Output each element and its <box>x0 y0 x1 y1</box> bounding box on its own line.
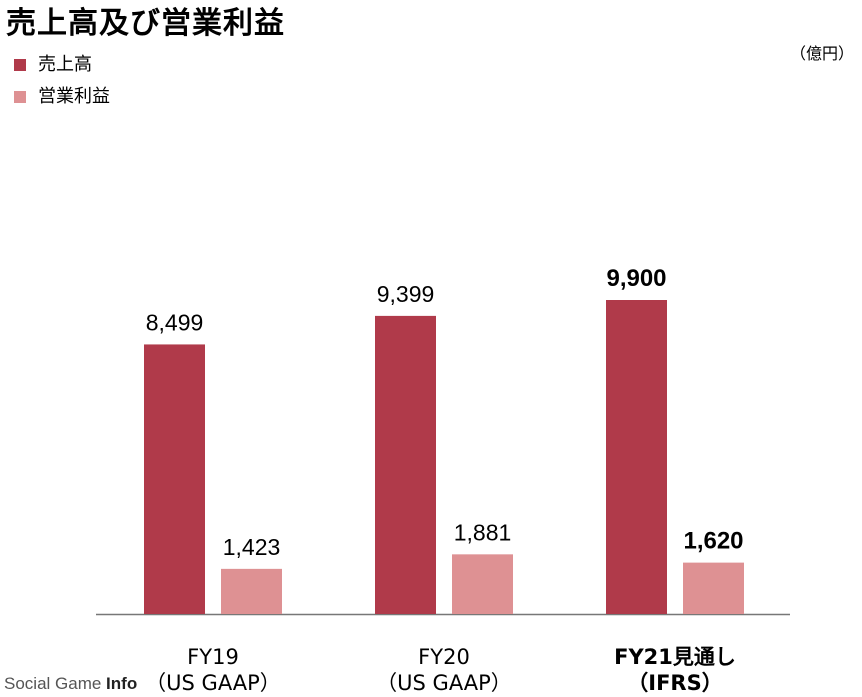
watermark-prefix: Social Game <box>4 674 107 693</box>
data-label-revenue-2: 9,900 <box>606 265 666 292</box>
bar-revenue-0 <box>144 344 205 614</box>
bar-operating-income-1 <box>452 554 513 614</box>
bar-revenue-2 <box>606 300 667 614</box>
legend: 売上高 営業利益 <box>14 54 110 118</box>
data-label-revenue-0: 8,499 <box>146 309 204 335</box>
category-sublabel-2: （IFRS） <box>627 671 722 695</box>
data-label-operating-income-1: 1,881 <box>454 519 512 545</box>
bar-operating-income-0 <box>221 568 282 614</box>
bar-operating-income-2 <box>683 562 744 614</box>
category-label-0: FY19 <box>187 645 239 669</box>
chart-title: 売上高及び営業利益 <box>6 6 285 41</box>
legend-item-operating-income: 営業利益 <box>14 86 110 108</box>
data-label-operating-income-2: 1,620 <box>683 528 743 555</box>
legend-label-operating-income: 営業利益 <box>38 86 110 107</box>
watermark-suffix: Info <box>106 674 138 693</box>
legend-swatch-revenue <box>14 59 26 71</box>
category-sublabel-0: （US GAAP） <box>145 671 281 695</box>
legend-swatch-operating-income <box>14 91 26 103</box>
bar-revenue-1 <box>375 315 436 614</box>
category-label-2: FY21見通し <box>614 645 736 669</box>
data-label-revenue-1: 9,399 <box>377 281 435 307</box>
category-sublabel-1: （US GAAP） <box>376 671 512 695</box>
data-label-operating-income-0: 1,423 <box>223 534 281 560</box>
legend-item-revenue: 売上高 <box>14 54 110 76</box>
category-label-1: FY20 <box>418 645 470 669</box>
legend-label-revenue: 売上高 <box>38 54 92 75</box>
watermark: Social Game Info <box>4 673 137 695</box>
unit-label: （億円） <box>789 44 854 63</box>
